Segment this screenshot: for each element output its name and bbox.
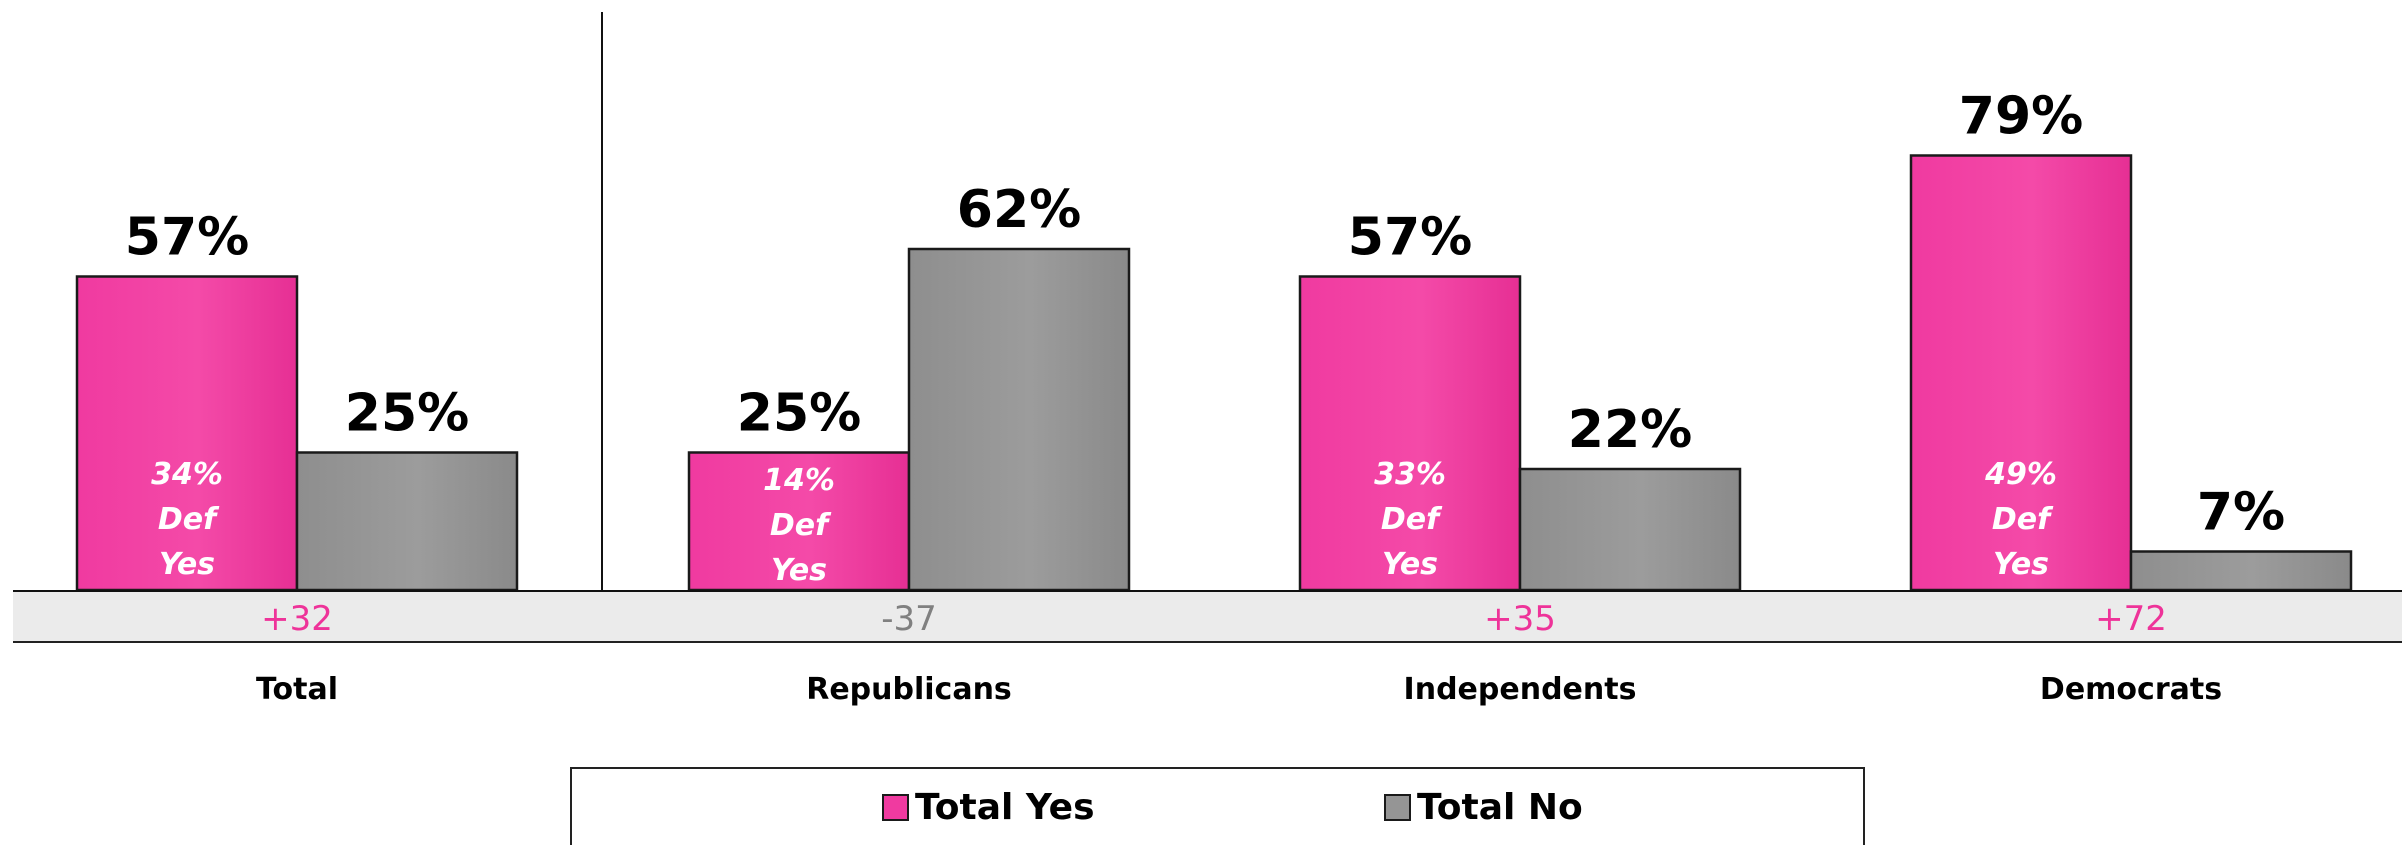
value-label-no: 22%: [1568, 400, 1692, 460]
legend-label-no: Total No: [1417, 787, 1583, 828]
value-label-no: 62%: [957, 180, 1081, 240]
bar-total-yes: [1909, 154, 2133, 592]
def-yes-yes-label: Yes: [1993, 547, 2049, 582]
def-yes-def-label: Def: [1992, 502, 2054, 537]
legend-box: [570, 767, 1865, 849]
category-label: Democrats: [2040, 672, 2222, 707]
category-label: Republicans: [806, 672, 1012, 707]
bar-total-no: [1518, 467, 1742, 592]
bar-total-yes: [1298, 275, 1522, 592]
def-yes-def-label: Def: [158, 502, 220, 537]
difference-band-bg: [13, 592, 2402, 641]
value-label-yes: 79%: [1959, 87, 2083, 147]
difference-value: -37: [881, 599, 937, 639]
bar-total-yes: [75, 275, 299, 592]
def-yes-yes-label: Yes: [1382, 547, 1438, 582]
def-yes-yes-label: Yes: [771, 553, 827, 588]
value-label-no: 7%: [2197, 483, 2285, 543]
def-yes-pct-label: 34%: [151, 457, 223, 492]
bars-layer: [75, 154, 2353, 592]
value-label-yes: 25%: [737, 384, 861, 444]
bar-total-no: [907, 247, 1131, 592]
legend-swatch-no: [1384, 794, 1411, 821]
axis-layer: [13, 12, 2402, 592]
def-yes-pct-label: 14%: [763, 463, 835, 498]
difference-value: +32: [261, 599, 333, 639]
def-yes-yes-label: Yes: [159, 547, 215, 582]
def-yes-pct-label: 33%: [1374, 457, 1446, 492]
labels-layer: 57% 25% 34% Def Yes +32 Total 25% 62% 14% Def Yes -3…: [125, 87, 2285, 708]
def-yes-def-label: Def: [770, 508, 832, 543]
def-yes-def-label: Def: [1381, 502, 1443, 537]
difference-band: [13, 592, 2402, 643]
value-label-no: 25%: [345, 384, 469, 444]
legend-label-yes: Total Yes: [915, 787, 1095, 828]
legend-swatch-yes: [882, 794, 909, 821]
legend: Total Yes Total No: [570, 767, 1865, 849]
bar-total-no: [2129, 550, 2353, 592]
difference-value: +35: [1484, 599, 1556, 639]
value-label-yes: 57%: [1348, 208, 1472, 268]
difference-value: +72: [2095, 599, 2167, 639]
value-label-yes: 57%: [125, 208, 249, 268]
bar-total-no: [295, 451, 519, 592]
category-label: Independents: [1404, 672, 1637, 707]
category-label: Total: [256, 672, 338, 707]
def-yes-pct-label: 49%: [1984, 457, 2057, 492]
